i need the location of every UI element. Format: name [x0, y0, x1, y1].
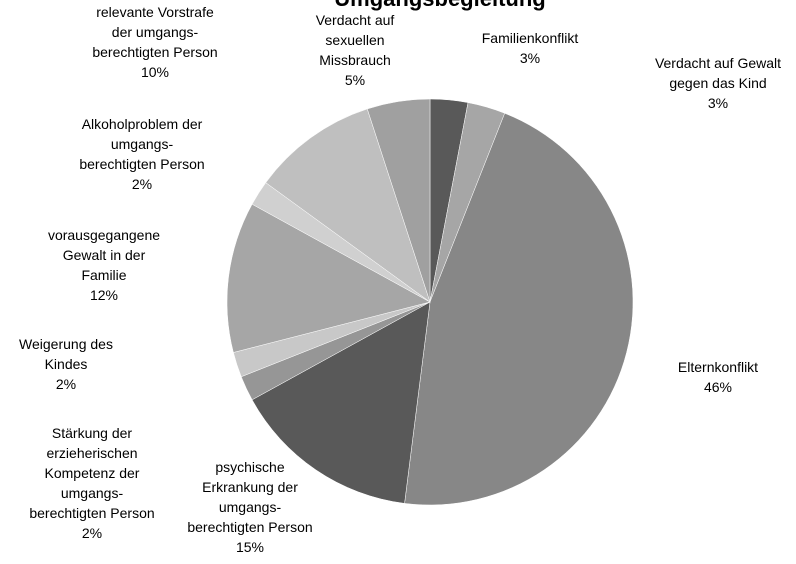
value-label: 2%	[56, 376, 76, 392]
value-label: 46%	[704, 379, 732, 395]
value-label: 12%	[90, 287, 118, 303]
pie-slice	[226, 203, 431, 353]
value-label: 10%	[141, 64, 169, 80]
label-line: sexuellen	[325, 32, 384, 48]
label-line: Kompetenz der	[45, 465, 140, 481]
label-line: Missbrauch	[319, 52, 391, 68]
value-label: 15%	[236, 539, 264, 555]
value-label: 3%	[708, 95, 728, 111]
pie-slice	[251, 301, 431, 504]
slice-label: Verdacht auf Gewalt gegen das Kind	[655, 55, 781, 91]
label-line: Familie	[81, 267, 126, 283]
slice-label: Elternkonflikt	[678, 359, 758, 375]
label-line: Erkrankung der	[202, 479, 298, 495]
value-label: 5%	[345, 72, 365, 88]
slice-label: vorausgegangene Gewalt in der Familie	[48, 227, 160, 283]
label-line: berechtigten Person	[187, 519, 312, 535]
slice-label: Stärkung der erzieherischen Kompetenz der u…	[29, 425, 154, 521]
chart-title: Umgangsbegleitung	[334, 0, 545, 11]
label-line: Verdacht auf Gewalt	[655, 55, 781, 71]
label-line: Verdacht auf	[316, 12, 395, 28]
label-line: umgangs-	[219, 499, 282, 515]
label-line: gegen das Kind	[669, 75, 766, 91]
label-line: psychische	[215, 459, 284, 475]
label-line: Gewalt in der	[63, 247, 146, 263]
label-line: umgangs-	[111, 136, 174, 152]
label-line: Stärkung der	[52, 425, 132, 441]
label-line: Familienkonflikt	[482, 30, 579, 46]
label-line: berechtigten Person	[92, 44, 217, 60]
label-line: erzieherischen	[46, 445, 137, 461]
label-line: Elternkonflikt	[678, 359, 758, 375]
slice-label: relevante Vorstrafe der umgangs-berechtig…	[92, 4, 217, 60]
label-line: umgangs-	[61, 485, 124, 501]
label-line: Kindes	[45, 356, 88, 372]
label-line: vorausgegangene	[48, 227, 160, 243]
value-label: 2%	[82, 525, 102, 541]
label-line: Weigerung des	[19, 336, 113, 352]
value-label: 2%	[132, 176, 152, 192]
pie-slice	[265, 108, 431, 303]
slice-label: Verdacht auf sexuellen Missbrauch	[316, 12, 395, 68]
slice-label: Weigerung des Kindes	[19, 336, 113, 372]
label-line: berechtigten Person	[79, 156, 204, 172]
label-line: der umgangs-	[112, 24, 199, 40]
pie-slice	[404, 112, 634, 506]
slice-label: Familienkonflikt	[482, 30, 579, 46]
label-line: Alkoholproblem der	[82, 116, 203, 132]
pie-slice	[366, 98, 431, 303]
slice-label: psychische Erkrankung der umgangs-berechti…	[187, 459, 312, 535]
label-line: berechtigten Person	[29, 505, 154, 521]
value-label: 3%	[520, 50, 540, 66]
label-line: relevante Vorstrafe	[96, 4, 214, 20]
slice-label: Alkoholproblem der umgangs-berechtigten P…	[79, 116, 204, 172]
